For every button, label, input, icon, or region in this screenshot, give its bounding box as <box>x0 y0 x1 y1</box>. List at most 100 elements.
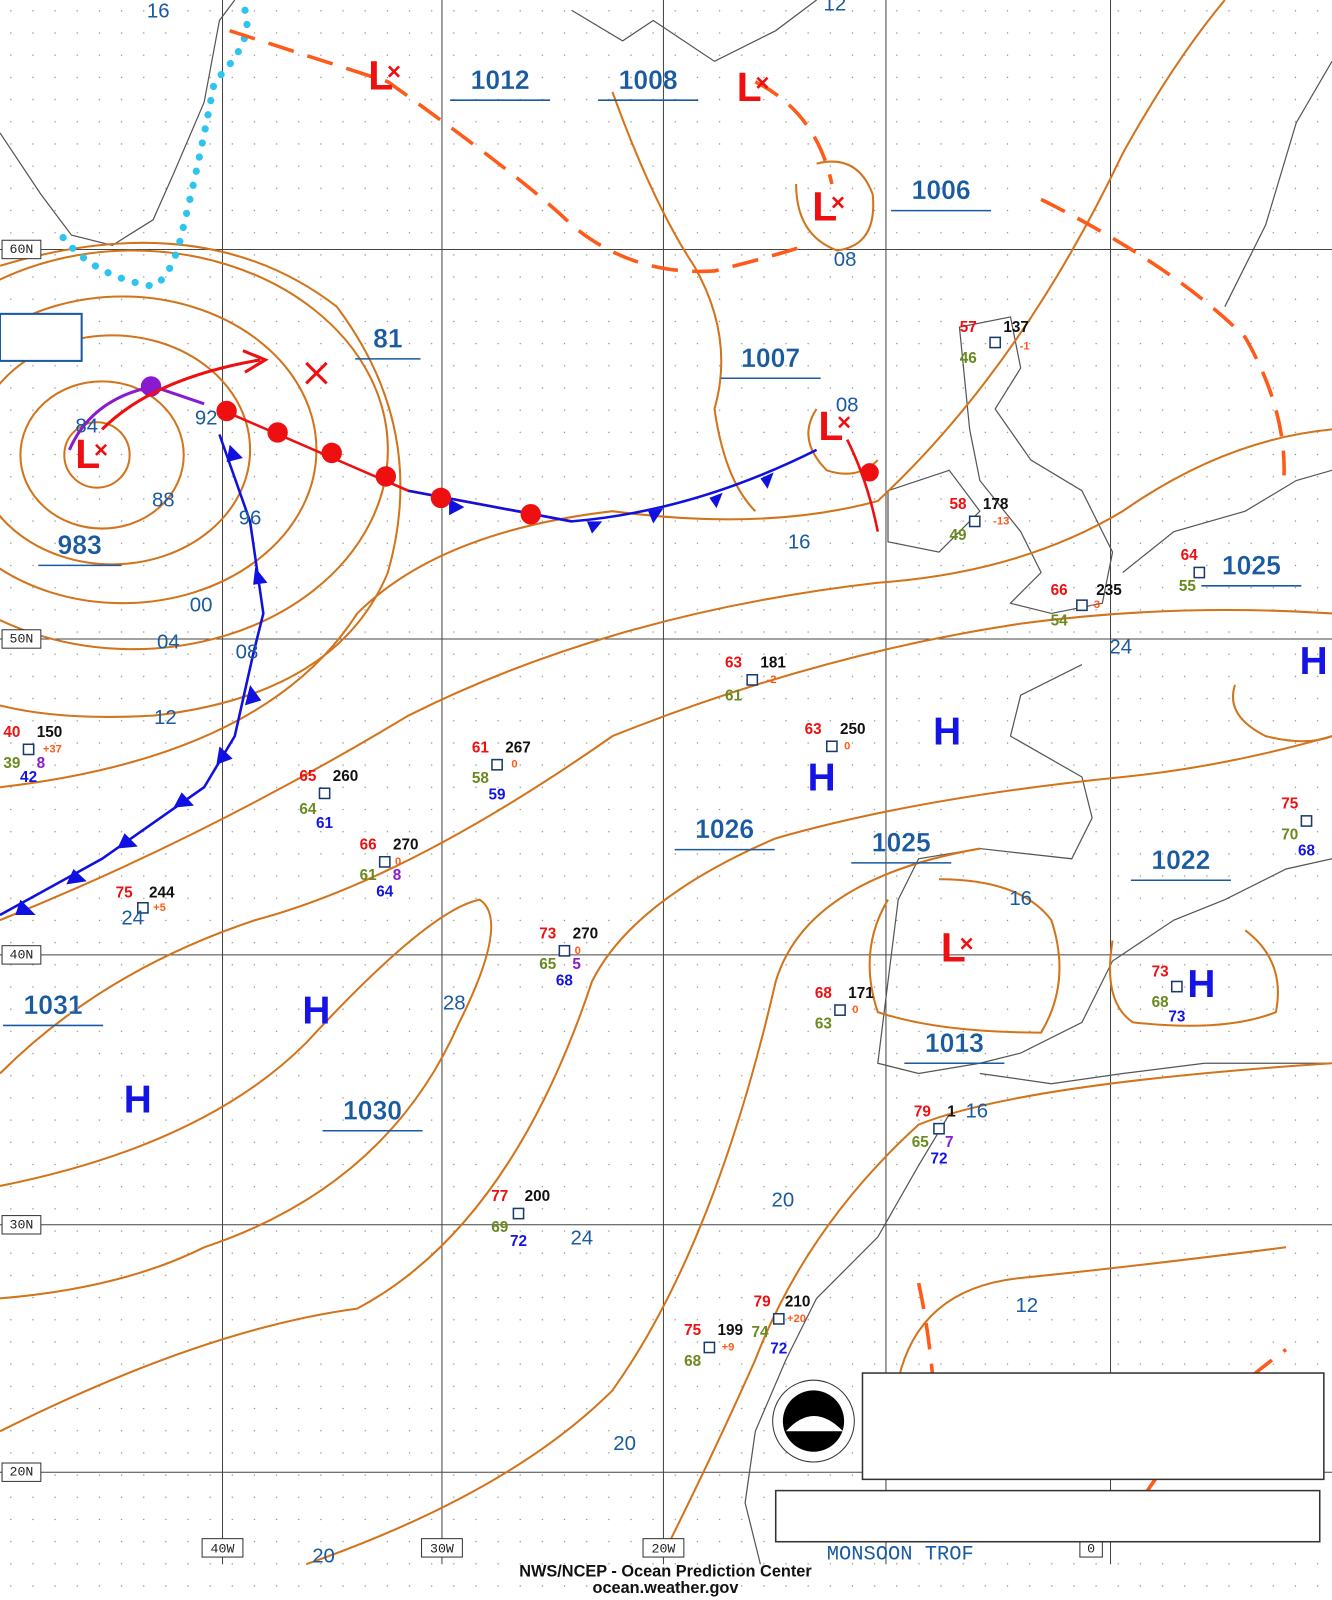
station-marker <box>1170 980 1183 993</box>
station-value: 5 <box>572 956 581 973</box>
station-value: 70 <box>1281 826 1298 843</box>
station-value: 1 <box>947 1103 956 1120</box>
station-value: 0 <box>575 945 581 957</box>
station-value: 199 <box>718 1322 744 1339</box>
longitude-label: 40W <box>211 1541 235 1556</box>
station-value: 68 <box>684 1353 702 1370</box>
low-cross <box>95 443 108 456</box>
station-value: 57 <box>960 319 977 336</box>
station-value: 181 <box>760 655 786 672</box>
station-value: 137 <box>1003 319 1029 336</box>
noaa-logo <box>772 1379 855 1463</box>
station-marker <box>1300 815 1313 827</box>
station-value: 235 <box>1096 582 1122 599</box>
high-center: H <box>933 710 961 753</box>
central-pressure: 983 <box>57 530 101 560</box>
central-pressure: 1006 <box>912 175 971 205</box>
isobar-label: 16 <box>1009 888 1032 910</box>
station-value: 40 <box>3 724 20 741</box>
station-value: +20 <box>787 1313 806 1325</box>
station-marker <box>378 855 391 868</box>
longitude-label: 30W <box>430 1541 454 1556</box>
isobar-label: 16 <box>147 1 170 23</box>
footer: ocean.weather.gov <box>592 1579 739 1597</box>
station-value: 66 <box>360 837 377 854</box>
station-value: 270 <box>393 837 419 854</box>
station-value: 59 <box>489 786 506 803</box>
station-value: 69 <box>491 1219 508 1236</box>
isobar-label: 00 <box>190 595 213 617</box>
station-value: 68 <box>815 985 833 1002</box>
station-value: 63 <box>725 655 742 672</box>
isobar-label: 08 <box>834 249 857 271</box>
station-value: +9 <box>722 1341 735 1353</box>
lat-label-box <box>1 629 42 649</box>
station-marker <box>834 1004 846 1016</box>
note-box <box>774 1489 1321 1543</box>
station-value: 65 <box>299 768 317 785</box>
station-value: 64 <box>1181 547 1199 564</box>
station-value: 79 <box>914 1103 931 1120</box>
station-value: 0 <box>852 1004 858 1016</box>
station-value: 61 <box>360 867 378 884</box>
isobar-label: 24 <box>570 1227 593 1249</box>
isobar-label: 24 <box>121 907 144 929</box>
lon-label-box <box>421 1538 463 1558</box>
station-value: 61 <box>472 739 490 756</box>
station-value: 39 <box>3 755 20 772</box>
central-pressure: 1007 <box>741 343 800 373</box>
station-marker <box>933 1122 945 1135</box>
station-value: +37 <box>43 743 62 755</box>
station-value: 65 <box>539 956 557 973</box>
footer: NWS/NCEP - Ocean Prediction Center <box>519 1563 812 1581</box>
central-pressure: 1012 <box>471 65 530 95</box>
station-marker <box>989 336 1002 349</box>
coastlines <box>0 0 1332 1565</box>
station-value: 210 <box>785 1294 811 1311</box>
central-pressure: 1030 <box>343 1095 402 1125</box>
storm-track <box>100 349 328 431</box>
low-cross <box>960 937 973 950</box>
isobar-label: 28 <box>443 992 466 1014</box>
station-value: 8 <box>393 867 402 884</box>
station-value: 63 <box>805 721 822 738</box>
station-value: 68 <box>1152 994 1170 1011</box>
storm-box <box>0 312 83 362</box>
isobar-label: 84 <box>75 416 98 438</box>
station-value: 0 <box>844 740 850 752</box>
station-value: 68 <box>556 973 574 990</box>
station-value: 260 <box>333 768 359 785</box>
station-value: 75 <box>684 1322 702 1339</box>
station-marker <box>491 758 503 771</box>
station-value: 49 <box>950 527 967 544</box>
central-pressure: 1022 <box>1151 845 1210 875</box>
central-pressure: 1025 <box>872 827 931 857</box>
central-pressure: 81 <box>373 323 403 353</box>
longitude-label: 0 <box>1087 1541 1095 1556</box>
station-value: -13 <box>993 515 1009 527</box>
station-value: -2 <box>767 674 777 686</box>
station-value: 178 <box>983 496 1009 513</box>
station-value: 64 <box>376 884 394 901</box>
station-value: 79 <box>754 1294 771 1311</box>
station-value: 244 <box>149 885 175 902</box>
isobar-label: 12 <box>1015 1295 1038 1317</box>
central-pressure: 1025 <box>1222 550 1281 580</box>
station-value: 72 <box>931 1150 948 1167</box>
station-value: 46 <box>960 350 977 367</box>
longitude-label: 20W <box>652 1541 676 1556</box>
station-value: 65 <box>912 1134 930 1151</box>
central-pressure: 1008 <box>619 65 678 95</box>
station-marker <box>746 673 759 686</box>
station-value: 64 <box>299 801 317 818</box>
isobar-label: 92 <box>195 408 218 430</box>
station-value: 7 <box>945 1134 954 1151</box>
station-value: 0 <box>395 856 401 868</box>
station-value: 68 <box>1298 843 1316 860</box>
isobar-label: 96 <box>239 508 262 530</box>
high-center: H <box>302 989 330 1032</box>
lat-label-box <box>1 1462 42 1482</box>
